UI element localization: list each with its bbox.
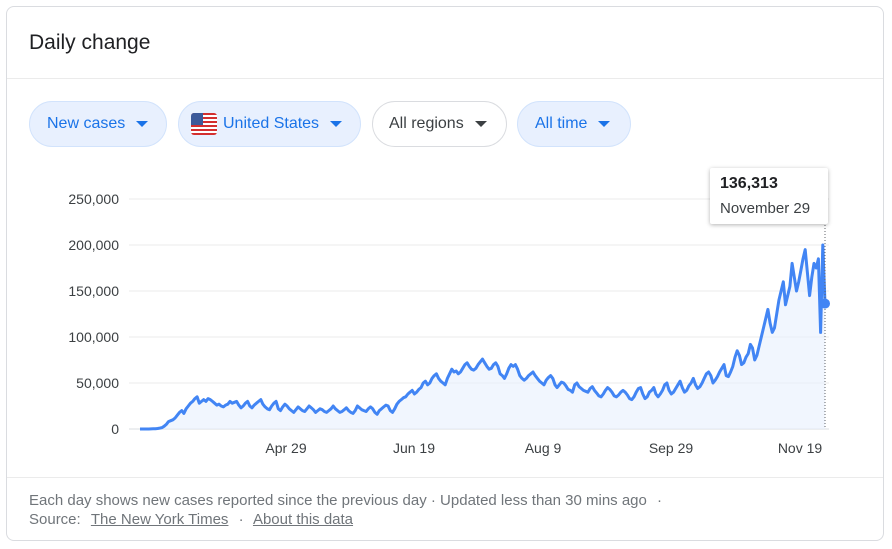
footer-note: Each day shows new cases reported since … xyxy=(29,492,647,509)
period-filter-label: All time xyxy=(535,115,588,132)
metric-filter-label: New cases xyxy=(47,115,126,132)
about-data-link[interactable]: About this data xyxy=(252,511,354,528)
y-tick-label: 50,000 xyxy=(76,375,119,391)
footer-note-line: Each day shows new cases reported since … xyxy=(29,491,668,510)
tooltip-date: November 29 xyxy=(720,200,811,217)
tooltip-value: 136,313 xyxy=(720,175,778,192)
location-filter-label: United States xyxy=(223,115,320,132)
cases-series-line xyxy=(140,243,827,431)
caret-down-icon xyxy=(330,121,343,127)
hover-point-marker xyxy=(820,298,830,309)
source-link[interactable]: The New York Times xyxy=(90,511,229,528)
daily-change-card: Daily change New cases United States All… xyxy=(6,6,884,541)
x-tick-label: Aug 9 xyxy=(525,440,562,456)
y-axis-ticks: 250,000 200,000 150,000 100,000 50,000 0 xyxy=(68,191,119,437)
footer-divider xyxy=(7,477,883,478)
footer: Each day shows new cases reported since … xyxy=(29,491,668,529)
location-filter-chip[interactable]: United States xyxy=(178,101,361,147)
card-title: Daily change xyxy=(29,31,151,54)
x-tick-label: Nov 19 xyxy=(778,440,823,456)
footer-separator: · xyxy=(238,511,244,528)
cases-area-fill xyxy=(140,245,825,429)
x-tick-label: Jun 19 xyxy=(393,440,435,456)
x-axis-ticks: Apr 29 Jun 19 Aug 9 Sep 29 Nov 19 xyxy=(265,440,822,456)
caret-down-icon xyxy=(474,121,487,127)
header-divider xyxy=(7,78,883,79)
metric-filter-chip[interactable]: New cases xyxy=(29,101,167,147)
y-tick-label: 200,000 xyxy=(68,237,119,253)
y-tick-label: 100,000 xyxy=(68,329,119,345)
caret-down-icon xyxy=(136,121,149,127)
x-tick-label: Apr 29 xyxy=(265,440,306,456)
region-filter-label: All regions xyxy=(389,115,464,132)
period-filter-chip[interactable]: All time xyxy=(517,101,631,147)
footer-source-label: Source: xyxy=(29,511,81,528)
y-tick-label: 150,000 xyxy=(68,283,119,299)
daily-cases-chart[interactable]: 250,000 200,000 150,000 100,000 50,000 0 Apr … xyxy=(7,7,885,477)
footer-source-line: Source: The New York Times · About this … xyxy=(29,510,668,529)
chart-tooltip: 136,313 November 29 xyxy=(710,168,828,224)
footer-dot: · xyxy=(657,492,663,509)
y-tick-label: 0 xyxy=(111,421,119,437)
x-tick-label: Sep 29 xyxy=(649,440,694,456)
caret-down-icon xyxy=(598,121,611,127)
y-tick-label: 250,000 xyxy=(68,191,119,207)
us-flag-icon xyxy=(191,113,217,135)
region-filter-chip[interactable]: All regions xyxy=(372,101,507,147)
